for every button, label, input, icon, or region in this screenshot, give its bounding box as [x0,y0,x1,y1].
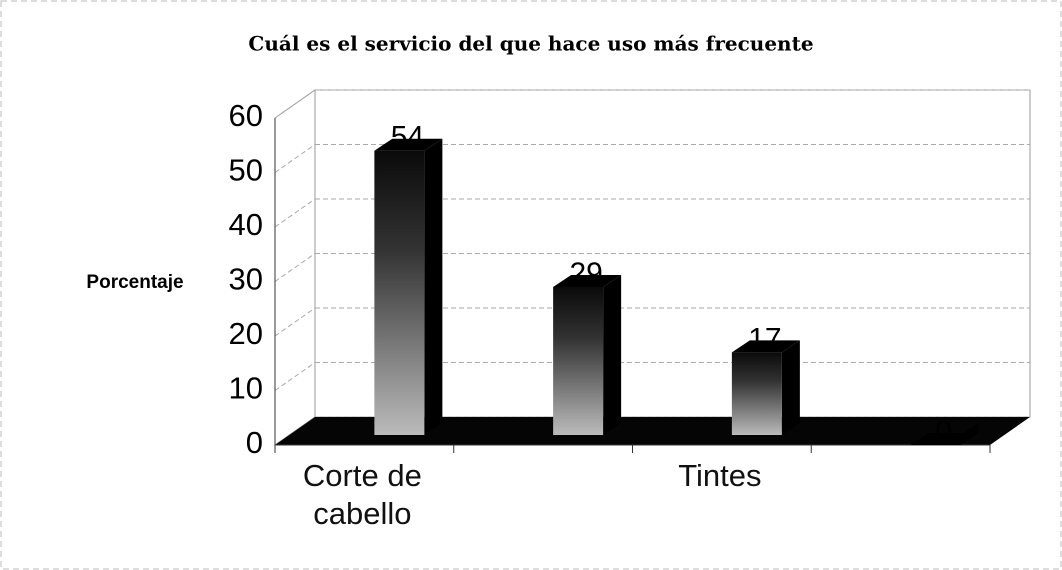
y-tick-label: 60 [229,98,263,133]
bar-side [603,274,622,435]
floor [275,417,1030,445]
bar-top [910,433,979,445]
x-tick-label: Tintes [678,458,762,493]
grid-line [274,89,316,119]
y-tick-label: 50 [229,153,263,188]
bar-top [553,274,622,287]
data-label: 0 [935,415,952,448]
data-label: 29 [569,257,602,290]
chart-title: Cuál es el servicio del que hace uso más… [248,32,813,56]
grid-line [274,253,316,282]
bar-side [781,340,800,435]
x-tick-label: Corte de cabello [302,458,422,531]
grid-line [274,307,316,337]
bar-top [374,138,443,151]
data-label: 54 [391,121,424,154]
y-tick-label: 30 [229,262,263,297]
y-tick-label: 10 [229,371,263,406]
bar-side [424,138,443,435]
bar-top [731,340,800,353]
y-axis-label: Porcentaje [86,272,183,293]
bar [553,286,604,435]
bar [731,352,782,435]
data-label: 17 [748,322,781,355]
bar [374,150,425,435]
grid-line [274,362,316,391]
y-tick-label: 20 [229,316,263,351]
y-tick-label: 0 [246,425,263,460]
grid-line [274,144,316,173]
y-tick-label: 40 [229,207,263,242]
grid-line [274,198,316,228]
